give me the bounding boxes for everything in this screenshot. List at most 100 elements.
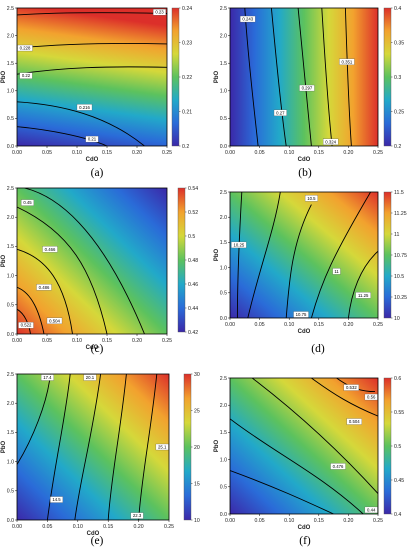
svg-text:0.351: 0.351 — [342, 59, 353, 64]
x-tick-label: 0.20 — [134, 524, 144, 530]
contour-line — [17, 248, 73, 334]
colorbar-tick-label: 0.54 — [188, 186, 198, 192]
x-tick-label: 0.15 — [102, 338, 112, 344]
contour-line — [74, 374, 102, 520]
x-axis-label: CdO — [87, 531, 100, 537]
x-tick-label: 0.05 — [255, 518, 265, 524]
colorbar-tick-label: 11.5 — [394, 190, 404, 196]
contour-line — [297, 8, 312, 146]
contour-line — [311, 378, 378, 417]
contour-line — [17, 126, 108, 146]
y-tick-label: 2.5 — [220, 190, 227, 196]
y-tick-label: 1.5 — [220, 430, 227, 436]
contour-line — [17, 374, 51, 465]
x-tick-label: 0.00 — [225, 322, 235, 328]
y-tick-label: 1.0 — [7, 459, 14, 465]
contour-label: 10.5 — [304, 195, 318, 202]
x-tick-label: 0.05 — [42, 338, 52, 344]
x-tick-label: 0.25 — [162, 150, 172, 156]
x-tick-label: 0.20 — [132, 338, 142, 344]
contour-label: 0.45 — [21, 199, 34, 206]
colorbar — [383, 7, 392, 147]
colorbar-tick-label: 0.46 — [188, 282, 198, 288]
colorbar-tick-label: 0.42 — [188, 330, 198, 336]
colorbar-tick-label: 0.35 — [394, 40, 404, 46]
contour-label: 0.324 — [323, 138, 339, 145]
contour-lines — [244, 8, 352, 146]
svg-text:0.476: 0.476 — [333, 464, 344, 469]
colorbar-tick-label: 0.2 — [394, 144, 401, 150]
y-tick-label: 2.0 — [220, 403, 227, 409]
contour-label: 0.27 — [273, 109, 287, 117]
y-tick-label: 0.5 — [7, 303, 14, 309]
svg-text:10.75: 10.75 — [296, 312, 307, 317]
heatmap-surface — [17, 374, 169, 520]
plot-frame — [229, 7, 379, 147]
colorbar-tick-label: 0.4 — [394, 6, 401, 12]
colorbar-tick-label: 0.5 — [394, 444, 401, 450]
x-axis-label: CdO — [298, 157, 311, 163]
contour-line — [310, 192, 371, 318]
contour-lines — [17, 188, 145, 334]
y-tick-label: 2.5 — [7, 372, 14, 378]
plot-frame — [16, 7, 168, 147]
svg-text:0.324: 0.324 — [325, 139, 336, 144]
colorbar — [383, 377, 392, 515]
colorbar-tick-label: 0.5 — [188, 234, 195, 240]
y-tick-label: 2.0 — [220, 215, 227, 221]
y-axis-label: PbO — [1, 71, 7, 84]
x-axis-label: CdO — [298, 329, 311, 335]
contour-label: 0.532 — [343, 384, 359, 391]
contour-label: 0.56 — [364, 393, 378, 401]
contour-label: 0.228 — [17, 44, 33, 52]
contour-label: 0.297 — [299, 84, 315, 92]
contour-label: 14.5 — [50, 496, 63, 503]
x-tick-label: 0.05 — [42, 524, 52, 530]
contour-line — [17, 286, 45, 334]
contour-label: 11 — [332, 268, 341, 275]
colorbar-tick-label: 20 — [194, 445, 200, 451]
colorbar-tick-label: 10 — [394, 316, 400, 322]
panel-caption: (c) — [91, 343, 104, 355]
contour-line — [17, 308, 31, 334]
x-tick-label: 0.00 — [12, 150, 22, 156]
x-tick-label: 0.15 — [314, 322, 324, 328]
contour-line — [107, 374, 127, 520]
colorbar-tick-label: 0.6 — [394, 376, 401, 382]
svg-text:0.504: 0.504 — [49, 318, 60, 323]
contour-label: 0.504 — [46, 317, 63, 324]
x-tick-label: 0.20 — [343, 322, 353, 328]
colorbar-tick-label: 0.25 — [394, 109, 404, 115]
y-axis-label: PbO — [214, 71, 220, 84]
y-tick-label: 2.0 — [7, 33, 14, 39]
y-tick-label: 2.0 — [220, 33, 227, 39]
colorbar-tick-label: 10.25 — [394, 295, 407, 301]
y-tick-label: 1.0 — [7, 273, 14, 279]
x-tick-label: 0.10 — [284, 150, 294, 156]
colorbar-tick-label: 15 — [194, 481, 200, 487]
heatmap-surface — [230, 8, 378, 146]
y-axis-label: PbO — [1, 441, 7, 454]
svg-text:0.21: 0.21 — [88, 137, 97, 142]
contour-line — [24, 188, 145, 334]
svg-text:0.22: 0.22 — [22, 73, 31, 78]
y-tick-label: 1.5 — [7, 244, 14, 250]
contour-label: 0.216 — [76, 104, 93, 111]
y-tick-label: 2.0 — [7, 215, 14, 221]
x-tick-label: 0.10 — [72, 338, 82, 344]
x-tick-label: 0.25 — [162, 338, 172, 344]
x-tick-label: 0.00 — [225, 150, 235, 156]
y-tick-label: 2.5 — [220, 376, 227, 382]
y-axis-label: PbO — [214, 249, 220, 262]
svg-text:22.3: 22.3 — [133, 513, 142, 518]
svg-text:20.1: 20.1 — [86, 375, 95, 380]
contour-label: 0.21 — [85, 135, 99, 143]
y-tick-label: 2.5 — [220, 6, 227, 12]
contour-label: 0.476 — [330, 463, 346, 470]
x-tick-label: 0.20 — [343, 150, 353, 156]
x-axis-label: CdO — [86, 157, 99, 163]
y-tick-label: 1.5 — [220, 61, 227, 67]
colorbar-tick-label: 0.52 — [188, 210, 198, 216]
x-tick-label: 0.05 — [255, 322, 265, 328]
y-tick-label: 1.0 — [220, 457, 227, 463]
